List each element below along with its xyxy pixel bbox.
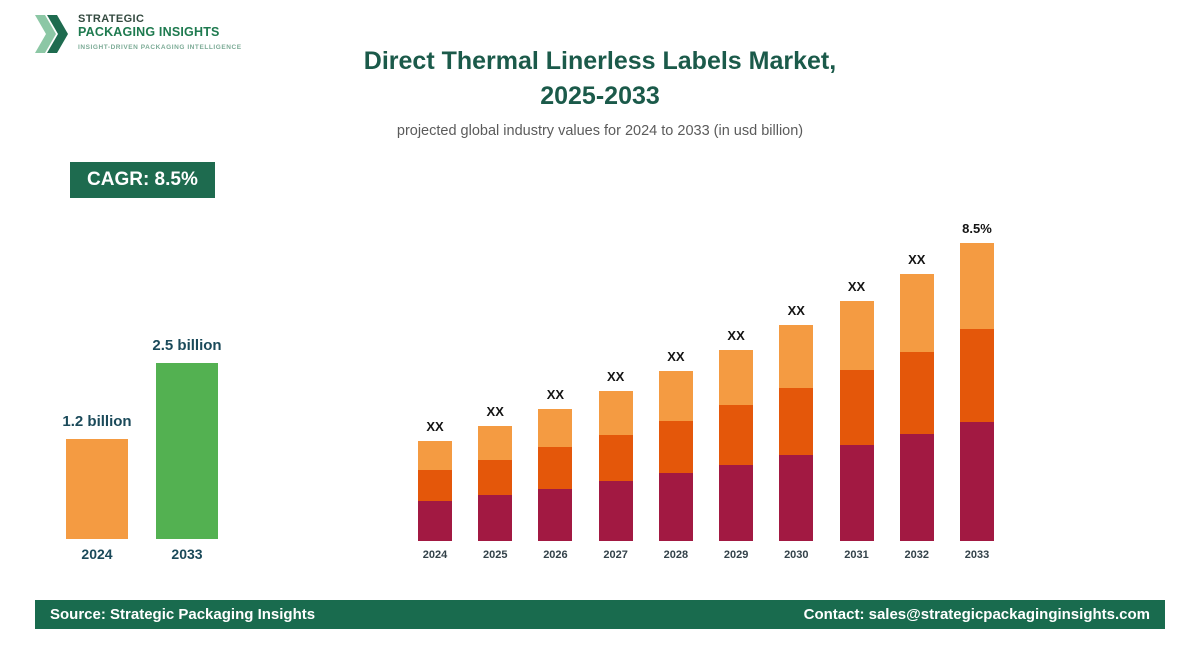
bar-top-label: XX <box>908 252 926 267</box>
bar-value-label: 1.2 billion <box>62 413 132 430</box>
bar-segment-top <box>959 243 994 329</box>
bar-segment-middle <box>959 328 994 422</box>
bar-segment-top <box>779 325 814 388</box>
footer-bar: Source: Strategic Packaging Insights Con… <box>35 600 1165 629</box>
x-axis-label: 2027 <box>603 549 628 561</box>
x-axis-label: 2030 <box>784 549 809 561</box>
stacked-column-2025: XX 2025 <box>478 404 513 563</box>
x-axis-label: 2031 <box>844 549 869 561</box>
bar-segment-top <box>478 426 513 460</box>
page-title-line2: 2025-2033 <box>540 82 660 110</box>
bar-top-label: XX <box>847 279 866 294</box>
bar-top-label: XX <box>426 419 444 434</box>
bar-2024 <box>66 439 128 539</box>
stacked-bar-chart: XX 2024 XX 2025 XX 2026 XX 2027 XX 2028 XX 2029 XX 20… <box>418 213 994 563</box>
bar-segment-top <box>538 409 573 448</box>
logo-text: STRATEGIC PACKAGING INSIGHTS INSIGHT-DRI… <box>78 13 242 51</box>
bar-segment-middle <box>839 370 874 445</box>
bar-top-label: XX <box>606 369 625 384</box>
bar-segment-bottom <box>598 481 633 541</box>
x-axis-label: 2032 <box>904 549 929 561</box>
logo: STRATEGIC PACKAGING INSIGHTS INSIGHT-DRI… <box>35 13 242 60</box>
bar-segment-middle <box>658 421 693 474</box>
bar-segment-bottom <box>418 500 452 541</box>
stacked-bar-2028 <box>658 371 693 541</box>
stacked-bar-2027 <box>598 391 633 541</box>
footer-source: Source: Strategic Packaging Insights <box>50 606 316 623</box>
bar-segment-middle <box>478 459 513 495</box>
x-axis-label: 2024 <box>81 546 113 562</box>
stacked-column-2032: XX 2032 <box>899 252 934 563</box>
stacked-bar-2024 <box>418 441 452 541</box>
bar-segment-top <box>658 371 693 422</box>
bar-segment-middle <box>779 387 814 456</box>
x-axis-label: 2026 <box>543 549 568 561</box>
x-axis-label: 2033 <box>964 549 990 561</box>
stacked-column-2030: XX 2030 <box>779 303 814 563</box>
comparison-bar-chart: 1.2 billion 2024 2.5 billion 2033 <box>62 318 221 563</box>
bar-segment-middle <box>538 447 573 489</box>
header: Direct Thermal Linerless Labels Market, 2… <box>0 44 1200 139</box>
stacked-bar-2026 <box>538 409 573 541</box>
bar-value-label: 2.5 billion <box>152 337 222 354</box>
bar-segment-middle <box>598 435 633 482</box>
stacked-bar-2031 <box>839 301 874 541</box>
bar-top-label: XX <box>787 303 805 318</box>
bar-segment-top <box>719 350 754 406</box>
stacked-bar-2029 <box>719 350 754 541</box>
x-axis-label: 2033 <box>171 546 203 562</box>
bar-segment-top <box>899 274 934 352</box>
stacked-column-2027: XX 2027 <box>598 369 633 563</box>
stacked-column-2028: XX 2028 <box>658 349 693 563</box>
page-title: Direct Thermal Linerless Labels Market, 2… <box>0 44 1200 114</box>
bar-segment-bottom <box>658 473 693 541</box>
x-axis-label: 2025 <box>482 549 508 561</box>
bar-segment-middle <box>418 470 452 501</box>
logo-name-line1: STRATEGIC <box>78 13 145 25</box>
bar-top-label: 8.5% <box>962 221 992 236</box>
bar-top-label: XX <box>546 387 565 402</box>
page-title-line1: Direct Thermal Linerless Labels Market, <box>363 47 837 75</box>
stacked-column-2033: 8.5% 2033 <box>959 221 994 563</box>
cagr-badge: CAGR: 8.5% <box>70 162 215 198</box>
bar-segment-middle <box>719 405 754 465</box>
bar-segment-bottom <box>719 464 754 541</box>
bar-top-label: XX <box>667 349 685 364</box>
bar-segment-top <box>598 391 633 436</box>
bar-segment-bottom <box>538 488 573 541</box>
bar-segment-bottom <box>839 444 874 541</box>
bar-segment-bottom <box>899 434 934 541</box>
bar-segment-bottom <box>779 455 814 541</box>
x-axis-label: 2028 <box>663 549 689 561</box>
logo-name-line2: PACKAGING INSIGHTS <box>78 25 220 39</box>
bar-segment-bottom <box>478 494 513 541</box>
bar-segment-top <box>839 301 874 371</box>
stacked-column-2031: XX 2031 <box>839 279 874 563</box>
bar-segment-bottom <box>959 421 994 541</box>
x-axis-label: 2024 <box>422 549 448 561</box>
bar-2033 <box>156 363 218 539</box>
page-subtitle: projected global industry values for 202… <box>396 123 804 139</box>
bar-top-label: XX <box>486 404 504 419</box>
bar-top-label: XX <box>727 328 745 343</box>
stacked-bar-2025 <box>478 426 513 541</box>
stacked-bar-2032 <box>899 274 934 541</box>
bar-segment-top <box>418 441 452 471</box>
stacked-column-2024: XX 2024 <box>418 419 452 563</box>
x-axis-label: 2029 <box>723 549 749 561</box>
logo-tagline: INSIGHT-DRIVEN PACKAGING INTELLIGENCE <box>78 44 242 51</box>
stacked-bar-2030 <box>779 325 814 541</box>
mini-chart-column-2024: 1.2 billion 2024 <box>62 413 131 563</box>
logo-chevron-icon <box>35 13 69 60</box>
mini-chart-column-2033: 2.5 billion 2033 <box>152 337 221 563</box>
bar-segment-middle <box>899 351 934 435</box>
footer-contact: Contact: sales@strategicpackaginginsight… <box>803 606 1150 623</box>
stacked-bar-2033 <box>959 243 994 541</box>
stacked-column-2029: XX 2029 <box>719 328 754 563</box>
stacked-column-2026: XX 2026 <box>538 387 573 563</box>
